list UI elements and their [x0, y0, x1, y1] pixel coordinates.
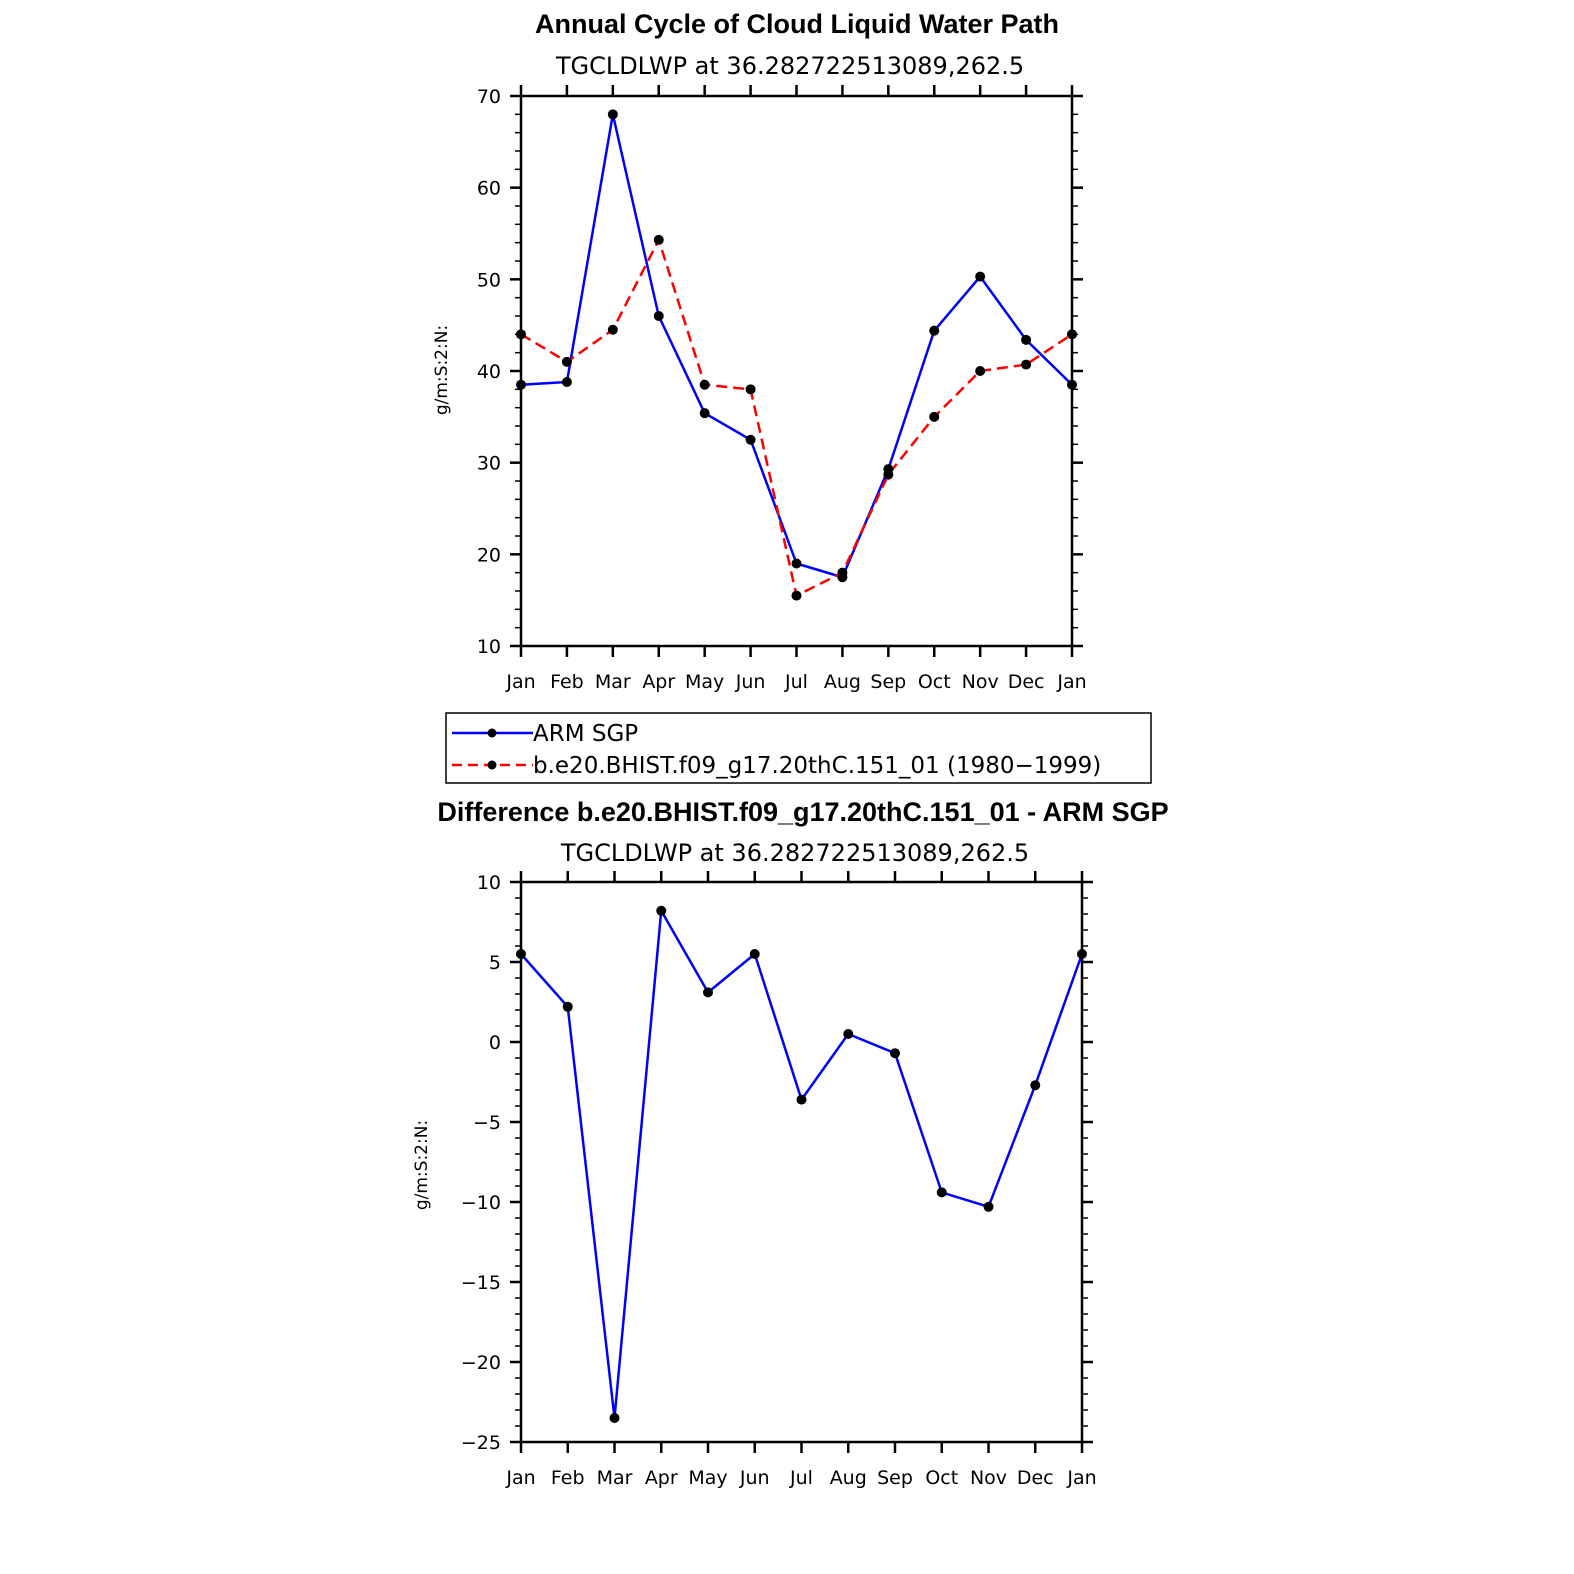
- chart1-xtick-label: Jun: [735, 671, 766, 693]
- chart1-series-1-point: [653, 234, 664, 245]
- legend-label-arm-sgp: ARM SGP: [533, 721, 638, 747]
- chart2-series-0-line: [520, 909, 1084, 1420]
- chart2-ytick-label: 5: [489, 952, 501, 974]
- chart2-xtick-label: Oct: [925, 1467, 958, 1489]
- chart1-ytick-label: 40: [477, 361, 501, 383]
- chart2-xtick-label: Sep: [877, 1467, 913, 1489]
- chart2-subtitle: TGCLDLWP at 36.282722513089,262.5: [560, 839, 1029, 867]
- chart2-series-0-point: [1030, 1080, 1041, 1091]
- chart2-xtick-label: Apr: [645, 1467, 678, 1489]
- chart2-ytick-label: −20: [461, 1352, 501, 1374]
- chart1-xtick-label: Dec: [1008, 671, 1045, 693]
- chart2-series-0-point: [656, 905, 667, 916]
- chart2-plot: −25 −20 −15 −10 −5 0 5 10 Jan Feb Mar Apr May Jun Jul A…: [461, 871, 1097, 1489]
- chart1-series-0-point: [975, 271, 986, 282]
- chart2-series-0-point: [749, 949, 760, 959]
- chart2-xtick-label: Jan: [505, 1467, 535, 1489]
- chart1-series-1-point: [699, 379, 710, 390]
- chart1-ytick-label: 50: [477, 269, 501, 291]
- chart2-title: Difference b.e20.BHIST.f09_g17.20thC.151…: [437, 797, 1168, 827]
- chart1-series-0-line: [520, 113, 1073, 579]
- chart1-series-1-point: [883, 469, 894, 480]
- legend: ARM SGP b.e20.BHIST.f09_g17.20thC.151_01…: [445, 712, 1152, 784]
- chart2-series-0-point: [843, 1029, 854, 1039]
- chart1-ytick-label: 70: [477, 86, 501, 108]
- chart1-ytick-label: 30: [477, 453, 501, 475]
- chart1-series-1-point: [975, 366, 986, 376]
- chart1-xtick-label: Jan: [1056, 671, 1086, 693]
- chart2-ylabel: g/m:S:2:N:: [412, 1120, 432, 1210]
- chart1-ytick-label: 20: [477, 544, 501, 566]
- chart2-ytick-label: 0: [489, 1032, 501, 1054]
- chart1-xtick-label: May: [685, 671, 724, 693]
- chart2-series-0-point: [983, 1201, 994, 1212]
- chart1-series-1-point: [791, 590, 802, 601]
- chart1-series-0-point: [1021, 334, 1032, 345]
- chart1-subtitle: TGCLDLWP at 36.282722513089,262.5: [555, 52, 1024, 80]
- chart1-series-0-point: [745, 434, 756, 445]
- chart2-ytick-label: −25: [461, 1432, 501, 1454]
- chart1-series-0-point: [791, 558, 802, 569]
- chart1-series-1-point: [929, 411, 940, 422]
- chart1-series-1-point: [1067, 329, 1077, 340]
- chart2-series-0-point: [703, 987, 713, 998]
- chart1-series-0-point: [653, 311, 664, 321]
- chart1-series-1-line: [520, 238, 1073, 597]
- chart1-xtick-label: Mar: [595, 671, 631, 693]
- chart1-series-0-point: [516, 379, 526, 390]
- chart2-xtick-label: Jan: [1066, 1467, 1096, 1489]
- chart1-title: Annual Cycle of Cloud Liquid Water Path: [535, 9, 1059, 39]
- chart1-series-1-point: [745, 384, 756, 395]
- chart1-xtick-label: Oct: [918, 671, 951, 693]
- chart1-series-0-point: [607, 109, 618, 120]
- chart1-series-0-point: [1067, 379, 1077, 390]
- chart1-series-0-point: [699, 408, 710, 419]
- chart2-xtick-label: Aug: [830, 1467, 867, 1489]
- chart1-xtick-label: Aug: [824, 671, 861, 693]
- chart2-xtick-label: Mar: [597, 1467, 633, 1489]
- chart2-xtick-label: Jul: [789, 1467, 813, 1489]
- chart1-ytick-label: 10: [477, 636, 501, 658]
- chart2-xtick-label: Nov: [970, 1467, 1007, 1489]
- legend-box: [445, 712, 1152, 784]
- chart1-xtick-label: Jul: [784, 671, 808, 693]
- chart2-ytick-label: −10: [461, 1192, 501, 1214]
- chart1-series-1-point: [1021, 359, 1032, 370]
- chart2-ytick-label: 10: [477, 872, 501, 894]
- chart2-ytick-label: −15: [461, 1272, 501, 1294]
- chart1-ytick-label: 60: [477, 178, 501, 200]
- chart1-xtick-label: Sep: [870, 671, 906, 693]
- chart1-xtick-label: Apr: [642, 671, 675, 693]
- legend-label-model: b.e20.BHIST.f09_g17.20thC.151_01 (1980−1…: [533, 753, 1101, 779]
- chart2-series-0-point: [562, 1001, 573, 1012]
- chart1-xtick-label: Nov: [962, 671, 999, 693]
- chart1-series-0-point: [561, 377, 572, 387]
- chart2-series-0-point: [936, 1187, 947, 1198]
- chart2-series-0-point: [890, 1048, 900, 1059]
- chart1-series-1-point: [516, 329, 526, 340]
- chart1-series-1-point: [561, 356, 572, 367]
- chart2-series-0-point: [609, 1413, 620, 1423]
- chart2-xtick-label: Dec: [1017, 1467, 1054, 1489]
- legend-marker-arm-sgp: [487, 728, 497, 738]
- legend-marker-model: [487, 760, 497, 770]
- chart1-series-1-point: [837, 567, 848, 578]
- chart2-xtick-label: Jun: [739, 1467, 770, 1489]
- chart2-frame: [519, 880, 1084, 1444]
- chart1-ylabel: g/m:S:2:N:: [432, 325, 452, 415]
- chart1-plot: 10 20 30 40 50 60 70 Jan Feb Mar Apr May Jun Jul Aug Se…: [477, 85, 1087, 693]
- chart1-series-1-point: [607, 324, 618, 335]
- chart2-series-0-point: [1077, 949, 1087, 959]
- chart2-series-0-point: [516, 949, 526, 959]
- chart1-xtick-label: Jan: [505, 671, 535, 693]
- chart2-series-0-point: [796, 1094, 807, 1105]
- chart1-xtick-label: Feb: [550, 671, 584, 693]
- chart1-series-0-point: [929, 325, 940, 336]
- chart2-xtick-label: May: [688, 1467, 727, 1489]
- chart2-ytick-label: −5: [473, 1112, 501, 1134]
- chart2-xtick-label: Feb: [551, 1467, 585, 1489]
